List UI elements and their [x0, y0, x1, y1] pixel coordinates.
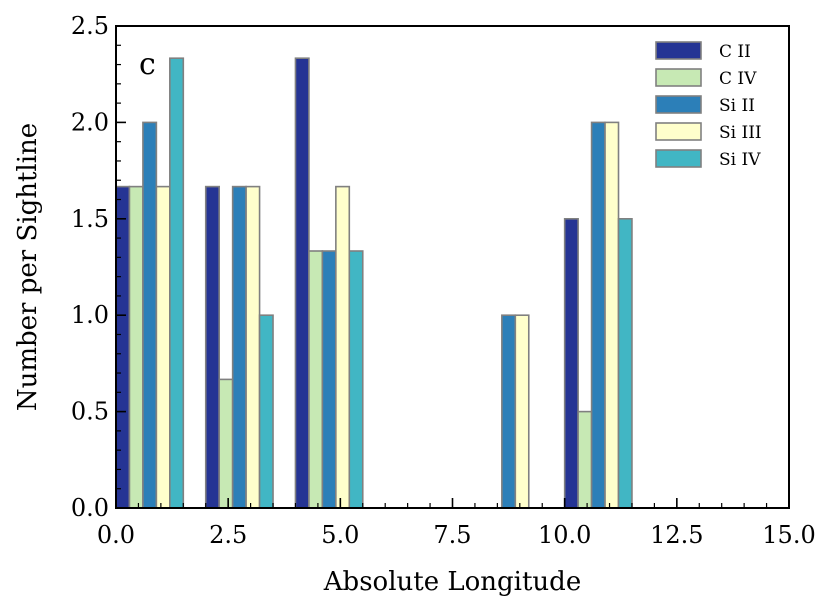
x-tick-label: 12.5 — [650, 521, 703, 549]
bar-si-iii-0 — [155, 185, 171, 509]
x-axis-label: Absolute Longitude — [323, 567, 581, 597]
legend-swatch-si-iv — [655, 149, 702, 168]
bar-si-iv-1 — [258, 314, 274, 509]
axes-group: 0.0 2.5 5.0 7.5 10.0 12.5 15.0 0.0 0.5 1.0 1.5 2.0 2… — [71, 12, 816, 549]
bar-si-ii-0 — [142, 121, 158, 509]
bar-si-ii-4 — [501, 314, 517, 509]
y-tick-label: 2.5 — [71, 12, 109, 40]
bar-si-ii-5 — [590, 121, 606, 509]
x-tick-label: 10.0 — [538, 521, 591, 549]
bar-si-iii-1 — [245, 185, 261, 509]
bar-c-ii-1 — [204, 185, 220, 509]
y-tick-label: 2.0 — [71, 108, 109, 136]
legend-swatch-c-ii — [655, 41, 702, 60]
bar-si-iv-5 — [617, 218, 633, 509]
bar-si-iii-4 — [514, 314, 530, 509]
bar-si-iv-2 — [348, 250, 364, 509]
y-axis-label: Number per Sightline — [13, 123, 43, 411]
bar-si-ii-1 — [231, 185, 247, 509]
y-tick-label: 0.5 — [71, 398, 109, 426]
legend-swatch-si-iii — [655, 122, 702, 141]
legend-swatch-si-ii — [655, 95, 702, 114]
x-tick-label: 2.5 — [209, 521, 247, 549]
bar-si-iii-5 — [604, 121, 620, 509]
bar-c-ii-2 — [294, 57, 310, 509]
bar-c-ii-5 — [563, 218, 579, 509]
y-tick-label: 1.5 — [71, 205, 109, 233]
panel-label: c — [139, 47, 156, 82]
x-tick-label: 5.0 — [321, 521, 359, 549]
bars-group — [115, 57, 633, 509]
legend-label-si-ii: Si II — [719, 96, 755, 116]
legend-label-si-iv: Si IV — [719, 150, 761, 170]
x-tick-label: 0.0 — [97, 521, 135, 549]
bar-c-iv-0 — [128, 185, 144, 509]
legend: C II C IV Si II Si III Si IV — [655, 41, 762, 170]
y-tick-label: 1.0 — [71, 301, 109, 329]
bar-si-iv-0 — [169, 57, 185, 509]
bar-c-iv-1 — [218, 378, 234, 509]
bar-c-ii-0 — [115, 185, 131, 509]
legend-label-si-iii: Si III — [719, 123, 762, 143]
x-tick-label: 15.0 — [762, 521, 815, 549]
legend-label-c-iv: C IV — [719, 69, 757, 89]
x-tick-label: 7.5 — [433, 521, 471, 549]
bar-c-iv-5 — [577, 410, 593, 509]
bar-si-ii-2 — [321, 250, 337, 509]
legend-swatch-c-iv — [655, 68, 702, 87]
legend-label-c-ii: C II — [719, 42, 751, 62]
bar-si-iii-2 — [335, 185, 351, 509]
bar-c-iv-2 — [308, 250, 324, 509]
y-tick-label: 0.0 — [71, 494, 109, 522]
